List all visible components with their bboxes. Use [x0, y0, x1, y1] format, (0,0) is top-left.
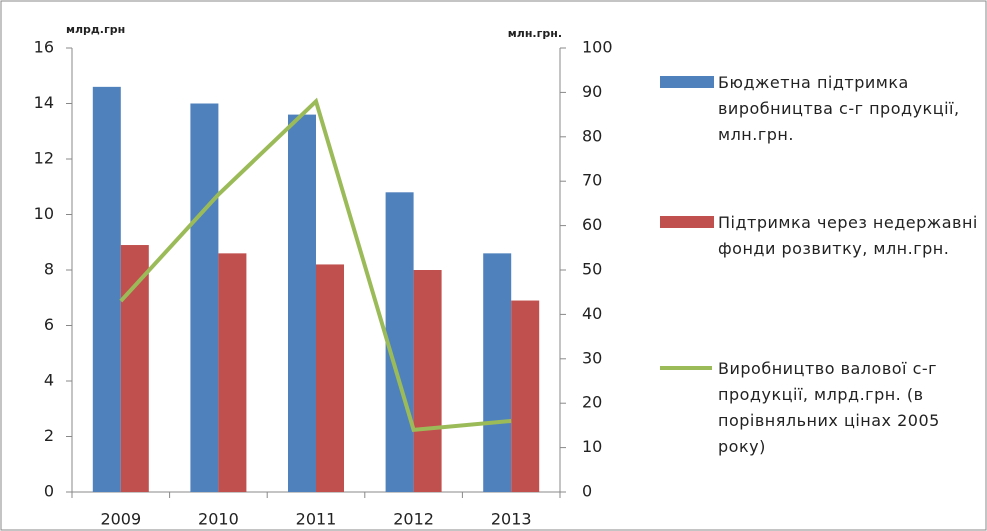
- bar: [511, 300, 540, 492]
- x-tick-label: 2009: [100, 510, 141, 529]
- legend-label: Виробництво валової с-г продукції, млрд.…: [718, 359, 940, 456]
- y2-tick-label: 40: [582, 304, 602, 323]
- bar: [483, 253, 512, 492]
- x-tick-label: 2012: [393, 510, 434, 529]
- legend-label: Підтримка через недержавні фонди розвитк…: [718, 213, 978, 258]
- bar: [316, 264, 344, 492]
- bar: [92, 86, 121, 492]
- y2-tick-label: 20: [582, 393, 602, 412]
- y-tick-label: 2: [44, 426, 54, 445]
- y2-tick-label: 100: [582, 38, 613, 57]
- y-tick-label: 16: [34, 38, 54, 57]
- bar: [413, 270, 442, 492]
- y-tick-label: 8: [44, 260, 54, 279]
- bar: [288, 114, 316, 492]
- bar: [120, 245, 149, 492]
- y-tick-label: 0: [44, 482, 54, 501]
- y-tick-label: 12: [34, 149, 54, 168]
- legend-swatch: [660, 76, 714, 88]
- y-tick-label: 10: [34, 204, 54, 223]
- bar: [385, 192, 414, 493]
- x-tick-label: 2010: [198, 510, 239, 529]
- y2-tick-label: 30: [582, 348, 602, 367]
- y2-tick-label: 0: [582, 482, 592, 501]
- y-axis-unit: млрд.грн: [66, 23, 125, 36]
- y2-axis-unit: млн.грн.: [508, 27, 562, 40]
- line: [119, 97, 512, 432]
- x-tick-label: 2011: [296, 510, 337, 529]
- y2-tick-label: 60: [582, 215, 602, 234]
- bar: [190, 103, 219, 492]
- y2-tick-label: 70: [582, 171, 602, 190]
- y-tick-label: 6: [44, 315, 54, 334]
- bar: [218, 253, 247, 492]
- y2-tick-label: 80: [582, 126, 602, 145]
- legend-swatch: [660, 216, 714, 228]
- y-tick-label: 14: [34, 93, 54, 112]
- legend-label: Бюджетна підтримка виробництва с-г проду…: [718, 73, 960, 144]
- y2-tick-label: 10: [582, 437, 602, 456]
- x-tick-label: 2013: [491, 510, 532, 529]
- y-tick-label: 4: [44, 371, 54, 390]
- y2-tick-label: 90: [582, 82, 602, 101]
- y2-tick-label: 50: [582, 260, 602, 279]
